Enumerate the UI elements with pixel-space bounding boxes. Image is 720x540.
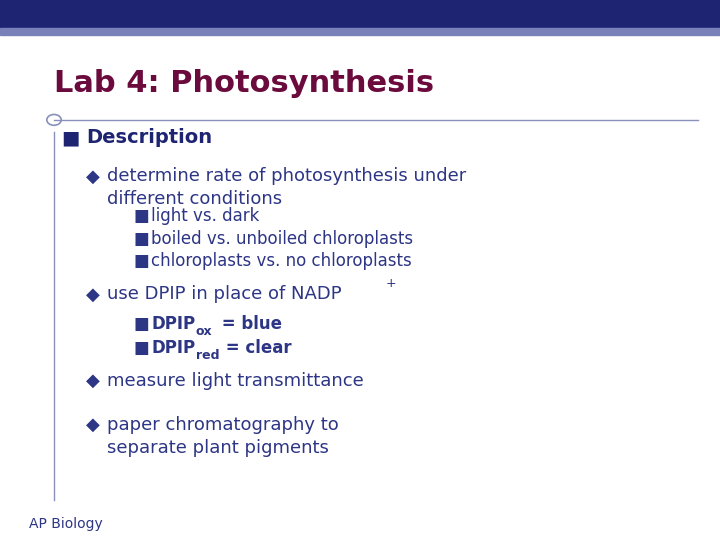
Bar — [0, 0, 720, 28]
Text: ox: ox — [196, 325, 212, 338]
Text: red: red — [196, 349, 220, 362]
Text: paper chromatography to
separate plant pigments: paper chromatography to separate plant p… — [107, 416, 338, 457]
Text: ◆: ◆ — [86, 167, 100, 185]
Text: light vs. dark: light vs. dark — [151, 207, 260, 225]
Text: DPIP: DPIP — [151, 339, 195, 357]
Text: ◆: ◆ — [86, 416, 100, 434]
Text: Lab 4: Photosynthesis: Lab 4: Photosynthesis — [54, 69, 434, 98]
Text: measure light transmittance: measure light transmittance — [107, 372, 364, 390]
Text: boiled vs. unboiled chloroplasts: boiled vs. unboiled chloroplasts — [151, 230, 413, 248]
Text: ■: ■ — [133, 339, 149, 357]
Text: ■: ■ — [133, 252, 149, 271]
Text: ■: ■ — [61, 128, 80, 147]
Text: chloroplasts vs. no chloroplasts: chloroplasts vs. no chloroplasts — [151, 252, 412, 271]
Text: use DPIP in place of NADP: use DPIP in place of NADP — [107, 285, 341, 303]
Text: Description: Description — [86, 128, 212, 147]
Bar — [0, 28, 720, 35]
Text: = clear: = clear — [220, 339, 292, 357]
Text: AP Biology: AP Biology — [29, 517, 102, 531]
Text: ■: ■ — [133, 207, 149, 225]
Text: +: + — [386, 277, 397, 290]
Text: DPIP: DPIP — [151, 315, 195, 333]
Text: = blue: = blue — [216, 315, 282, 333]
Text: ◆: ◆ — [86, 285, 100, 303]
Text: ■: ■ — [133, 315, 149, 333]
Text: determine rate of photosynthesis under
different conditions: determine rate of photosynthesis under d… — [107, 167, 466, 208]
Text: ■: ■ — [133, 230, 149, 248]
Text: ◆: ◆ — [86, 372, 100, 390]
